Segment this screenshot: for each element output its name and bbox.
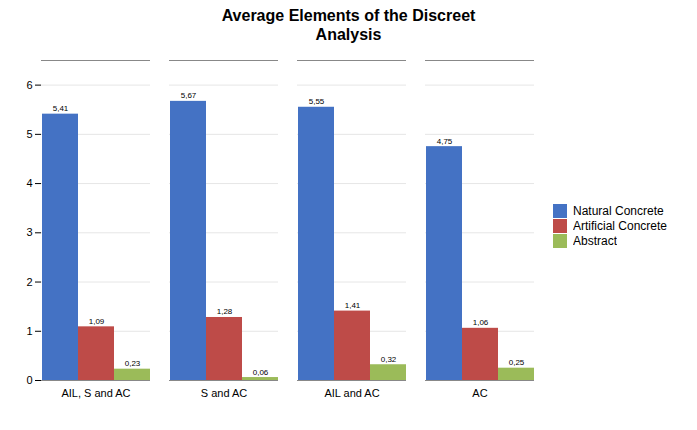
svg-text:1: 1 xyxy=(26,325,32,337)
svg-text:1,06: 1,06 xyxy=(473,319,489,328)
html-text:Average Elements of the Discre: Average Elements of the Discreet Analysi… xyxy=(221,7,476,44)
html-text:Artificial Concrete: Artificial Concrete xyxy=(573,218,667,233)
svg-text:5,67: 5,67 xyxy=(181,92,197,101)
svg-text:0,32: 0,32 xyxy=(381,355,397,364)
svg-text:5,55: 5,55 xyxy=(309,98,325,107)
svg-text:0,25: 0,25 xyxy=(509,359,525,368)
svg-text:AC: AC xyxy=(472,388,487,400)
svg-text:0,23: 0,23 xyxy=(125,360,141,369)
svg-text:0: 0 xyxy=(26,374,32,386)
svg-text:3: 3 xyxy=(26,227,32,239)
svg-text:1,41: 1,41 xyxy=(345,301,361,310)
svg-text:5: 5 xyxy=(26,128,32,140)
svg-text:4: 4 xyxy=(26,177,32,189)
svg-text:2: 2 xyxy=(26,276,32,288)
svg-text:AIL, S and AC: AIL, S and AC xyxy=(61,388,130,400)
svg-text:S and AC: S and AC xyxy=(201,388,248,400)
svg-text:6: 6 xyxy=(26,79,32,91)
svg-text:1,09: 1,09 xyxy=(89,317,105,326)
svg-text:4,75: 4,75 xyxy=(437,137,453,146)
html-text:Natural Concrete: Natural Concrete xyxy=(573,203,664,218)
svg-text:5,41: 5,41 xyxy=(53,105,69,114)
html-text:Abstract: Abstract xyxy=(573,233,617,248)
svg-text:AIL and AC: AIL and AC xyxy=(324,388,379,400)
svg-text:0,06: 0,06 xyxy=(253,368,269,377)
svg-text:1,28: 1,28 xyxy=(217,308,233,317)
